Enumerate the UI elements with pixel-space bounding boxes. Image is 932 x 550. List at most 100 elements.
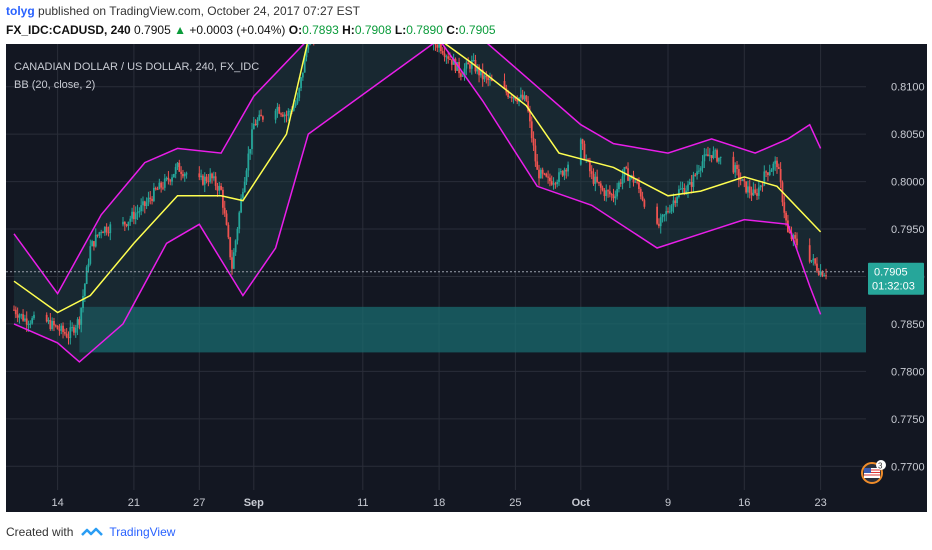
candle-body: [278, 106, 281, 114]
candle-body: [236, 228, 239, 241]
candle-body: [754, 189, 757, 194]
candle-body: [581, 139, 584, 144]
candle-body: [45, 314, 48, 322]
candle-body: [628, 177, 631, 181]
candle-body: [777, 167, 780, 170]
candle-body: [483, 75, 486, 80]
tradingview-link[interactable]: TradingView: [109, 525, 176, 539]
candle-body: [185, 173, 188, 175]
low-value: 0.7890: [406, 23, 443, 37]
candle-body: [823, 275, 826, 277]
symbol-info: FX_IDC:CADUSD, 240 0.7905 ▲ +0.0003 (+0.…: [6, 23, 496, 39]
candle-body: [634, 181, 637, 183]
candle-body: [169, 180, 172, 182]
candle-body: [821, 271, 824, 277]
candle-body: [443, 53, 446, 57]
candle-body: [29, 323, 32, 325]
plot-background: [6, 44, 927, 490]
last-price: 0.7905: [134, 23, 171, 37]
candle-body: [25, 318, 28, 325]
indicator-label[interactable]: BB (20, close, 2): [14, 79, 96, 91]
candle-body: [679, 188, 682, 190]
candle-body: [123, 221, 126, 225]
candle-body: [227, 224, 230, 238]
candle-body: [49, 320, 52, 330]
candle-body: [545, 173, 548, 177]
candle-body: [180, 171, 183, 174]
x-tick-label: 23: [814, 497, 826, 509]
candle-body: [136, 212, 139, 214]
candle-body: [218, 185, 221, 191]
candle-body: [590, 171, 593, 174]
open-label: O:: [288, 23, 303, 37]
candle-body: [171, 177, 173, 182]
price-chart[interactable]: 0.81000.80500.80000.79500.79000.78500.78…: [6, 44, 927, 512]
candle-body: [62, 325, 64, 333]
candle-body: [541, 169, 544, 174]
candle-body: [298, 88, 301, 98]
candle-body: [767, 172, 769, 176]
candle-body: [530, 121, 533, 139]
candle-body: [211, 173, 213, 179]
candle-body: [251, 129, 253, 150]
candle-body: [737, 169, 740, 180]
candle-body: [550, 181, 553, 185]
candle-body: [203, 176, 206, 185]
candle-body: [134, 213, 137, 220]
candle-body: [465, 62, 468, 69]
candle-body: [216, 185, 219, 191]
candle-body: [588, 160, 591, 172]
price-change: +0.0003 (+0.04%): [189, 23, 286, 37]
candle-body: [54, 325, 57, 327]
author-link[interactable]: tolyg: [6, 4, 35, 18]
candle-body: [509, 96, 511, 98]
chart-title: CANADIAN DOLLAR / US DOLLAR, 240, FX_IDC: [14, 61, 260, 73]
candle-body: [479, 69, 482, 76]
candle-body: [554, 183, 557, 185]
candle-body: [478, 66, 480, 76]
candle-body: [759, 185, 762, 188]
candle-body: [285, 114, 288, 116]
candle-body: [305, 49, 308, 58]
candle-body: [452, 58, 455, 65]
candle-body: [476, 66, 479, 72]
candle-body: [817, 270, 820, 275]
chart-area[interactable]: 0.81000.80500.80000.79500.79000.78500.78…: [6, 44, 927, 512]
candle-body: [245, 170, 248, 182]
candle-body: [254, 123, 257, 126]
candle-body: [149, 197, 152, 199]
high-label: H:: [342, 23, 355, 37]
candle-body: [672, 200, 675, 206]
candle-body: [583, 143, 586, 160]
candle-body: [258, 114, 261, 121]
candle-body: [69, 327, 72, 338]
candle-body: [794, 235, 797, 239]
up-arrow-icon: ▲: [174, 23, 186, 37]
candle-body: [143, 201, 146, 206]
candle-body: [434, 44, 437, 45]
candle-body: [156, 189, 159, 191]
candle-body: [178, 162, 181, 172]
open-value: 0.7893: [302, 23, 339, 37]
candle-body: [663, 214, 666, 216]
candle-body: [274, 110, 277, 120]
candle-body: [639, 189, 642, 197]
flag-icon[interactable]: 3: [861, 460, 886, 484]
candle-body: [294, 103, 297, 107]
candle-body: [13, 309, 15, 311]
candle-body: [565, 169, 568, 172]
candle-body: [460, 73, 462, 77]
candle-body: [610, 194, 613, 196]
candle-body: [71, 327, 74, 329]
candle-body: [619, 182, 622, 184]
candle-body: [100, 232, 103, 234]
candle-body: [705, 154, 708, 156]
x-tick-label: 14: [51, 497, 63, 509]
tradingview-logo-icon[interactable]: [81, 526, 104, 538]
candle-body: [732, 156, 735, 173]
candle-body: [438, 44, 440, 48]
candle-body: [661, 214, 664, 218]
candle-body: [74, 327, 77, 333]
candle-body: [103, 226, 106, 233]
candle-body: [710, 155, 713, 158]
